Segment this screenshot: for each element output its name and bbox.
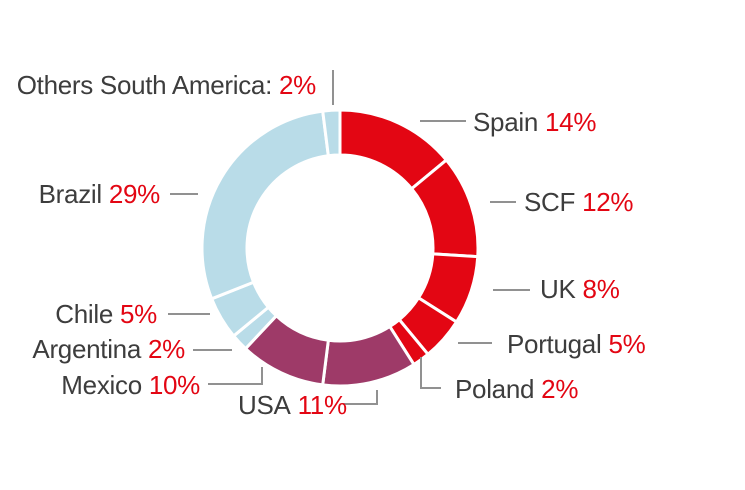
label-others-south-america-name: Others South America: [16,70,273,100]
label-uk: UK 8% [540,276,620,302]
label-spain-name: Spain [473,107,538,137]
label-usa-percent: 11% [297,390,348,420]
label-portugal-name: Portugal [507,329,602,359]
label-portugal: Portugal 5% [507,329,646,359]
label-portugal-percent: 5% [608,329,646,359]
leader-mexico [208,367,263,385]
label-argentina-name: Argentina [32,334,142,364]
label-others-south-america: Others South America: 2% [16,70,317,100]
label-uk-percent: 8% [582,274,620,304]
label-brazil: Brazil 29% [38,179,161,209]
label-usa: USA 11% [238,392,347,418]
label-brazil-name: Brazil [38,179,103,209]
label-uk-name: UK [540,274,576,304]
label-mexico-percent: 10% [148,370,200,400]
label-chile: Chile 5% [55,301,157,327]
label-poland-percent: 2% [541,374,579,404]
label-spain: Spain 14% [473,109,596,135]
label-poland: Poland 2% [455,376,578,402]
donut-segments [200,108,480,388]
segment-others-south-america [321,108,342,158]
label-scf: SCF 12% [524,187,634,217]
label-poland-name: Poland [455,374,535,404]
leader-lines [168,70,530,405]
label-spain-percent: 14% [545,107,597,137]
label-brazil-percent: 29% [108,179,160,209]
label-mexico-name: Mexico [61,370,142,400]
label-argentina-percent: 2% [148,334,185,364]
label-scf-name: SCF [524,187,576,217]
label-scf-percent: 12% [582,187,634,217]
label-others-south-america-percent: 2% [279,70,316,100]
label-mexico: Mexico 10% [61,372,200,398]
label-chile-percent: 5% [120,299,157,329]
leader-poland [420,357,441,389]
leader-usa [343,390,378,405]
segment-brazil [200,109,331,301]
label-argentina: Argentina 2% [32,336,185,362]
label-chile-name: Chile [55,299,114,329]
label-usa-name: USA [238,390,291,420]
